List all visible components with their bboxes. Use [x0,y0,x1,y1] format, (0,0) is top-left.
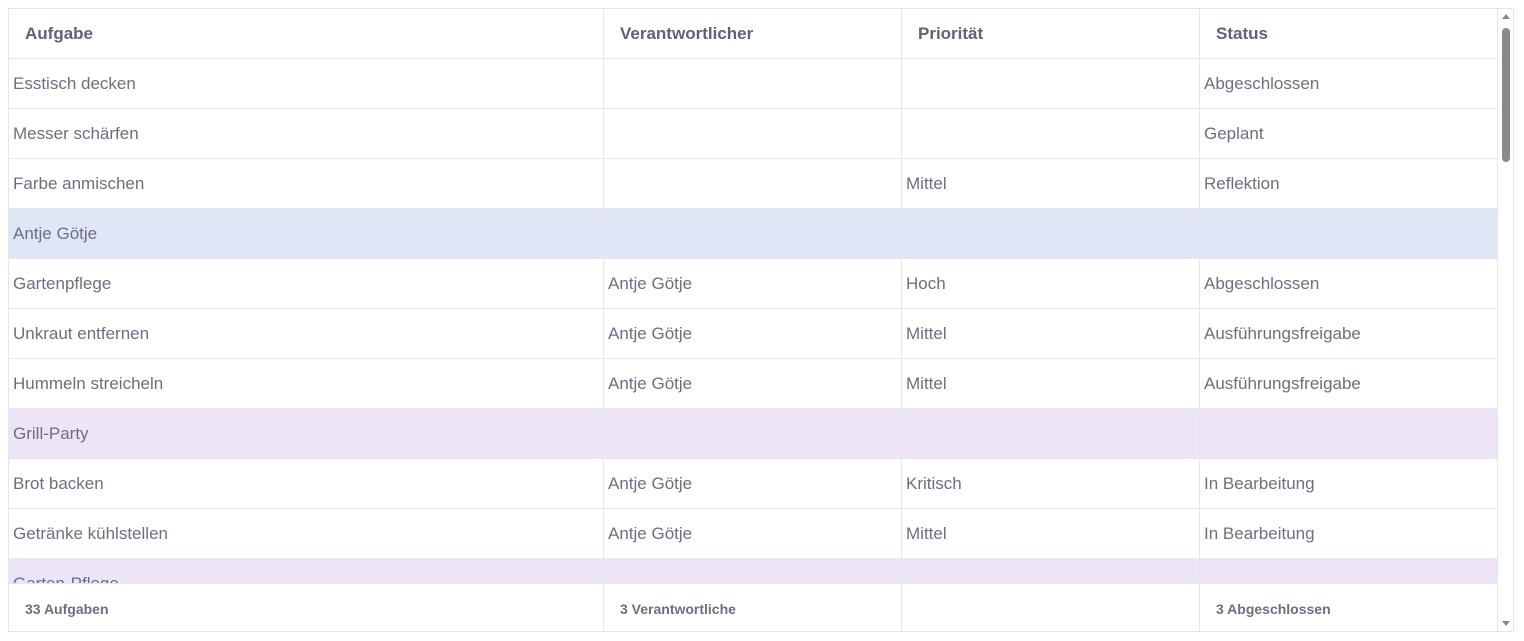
task-row[interactable]: Brot backen Antje Götje Kritisch In Bearbei… [9,459,1498,509]
cell: Brot backen [9,459,604,508]
cell [902,109,1200,158]
cell: Hoch [902,259,1200,308]
cell [604,209,902,258]
cell: Unkraut entfernen [9,309,604,358]
cell: Abgeschlossen [1200,59,1498,108]
cell: Mittel [902,309,1200,358]
cell: Antje Götje [604,359,902,408]
cell [1200,409,1498,458]
cell [604,59,902,108]
summary-cell: 3 Verantwortliche [604,584,902,631]
summary-cell: 3 Abgeschlossen [1200,584,1498,631]
cell [902,59,1200,108]
task-row[interactable]: Hummeln streicheln Antje Götje Mittel Ausfü… [9,359,1498,409]
grid-body: Esstisch decken Abgeschlossen Messer schär… [9,59,1498,583]
cell [604,559,902,583]
cell: Esstisch decken [9,59,604,108]
cell: Grill-Party [9,409,604,458]
scroll-up[interactable] [1502,14,1510,19]
cell: Gartenpflege [9,259,604,308]
group-row[interactable]: Garten-Pflege [9,559,1498,583]
cell: Antje Götje [604,309,902,358]
column-header: Aufgabe [9,9,604,58]
scroll-thumb[interactable] [1502,28,1510,162]
column-header: Status [1200,9,1498,58]
cell: Antje Götje [9,209,604,258]
cell: Mittel [902,359,1200,408]
cell: Mittel [902,509,1200,558]
cell: Reflektion [1200,159,1498,208]
group-row[interactable]: Grill-Party [9,409,1498,459]
scrollbar[interactable] [1498,9,1514,632]
cell: Ausführungsfreigabe [1200,309,1498,358]
task-row[interactable]: Gartenpflege Antje Götje Hoch Abgeschlossen [9,259,1498,309]
cell: Abgeschlossen [1200,259,1498,308]
cell [1200,559,1498,583]
group-row[interactable]: Antje Götje [9,209,1498,259]
task-row[interactable]: Messer schärfen Geplant [9,109,1498,159]
cell: Farbe anmischen [9,159,604,208]
cell: Hummeln streicheln [9,359,604,408]
task-row[interactable]: Getränke kühlstellen Antje Götje Mittel In … [9,509,1498,559]
column-header: Verantwortlicher [604,9,902,58]
cell: Messer schärfen [9,109,604,158]
task-row[interactable]: Unkraut entfernen Antje Götje Mittel Ausfüh… [9,309,1498,359]
header-row: Aufgabe Verantwortlicher Priorität Status [9,9,1498,59]
cell [902,559,1200,583]
cell [902,209,1200,258]
cell: Kritisch [902,459,1200,508]
data-grid: Aufgabe Verantwortlicher Priorität Status E… [8,8,1514,632]
footer-row: 33 Aufgaben 3 Verantwortliche 3 Abgeschlos… [9,583,1498,631]
cell: Ausführungsfreigabe [1200,359,1498,408]
cell: Antje Götje [604,459,902,508]
cell: Antje Götje [604,509,902,558]
task-row[interactable]: Farbe anmischen Mittel Reflektion [9,159,1498,209]
cell: Antje Götje [604,259,902,308]
scroll-down[interactable] [1502,621,1510,626]
column-header: Priorität [902,9,1200,58]
cell: Getränke kühlstellen [9,509,604,558]
task-row[interactable]: Esstisch decken Abgeschlossen [9,59,1498,109]
cell: In Bearbeitung [1200,459,1498,508]
cell: Mittel [902,159,1200,208]
cell: Geplant [1200,109,1498,158]
cell [1200,209,1498,258]
cell [604,159,902,208]
cell: Garten-Pflege [9,559,604,583]
cell [902,409,1200,458]
cell: In Bearbeitung [1200,509,1498,558]
cell [604,109,902,158]
summary-cell: 33 Aufgaben [9,584,604,631]
summary-cell [902,584,1200,631]
cell [604,409,902,458]
